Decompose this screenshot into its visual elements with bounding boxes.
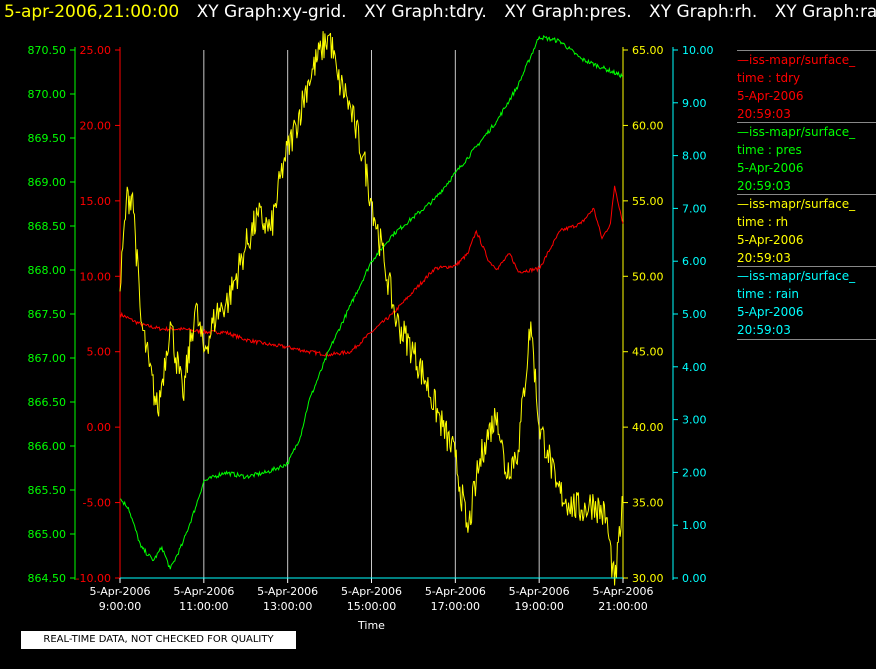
series-pres-line	[119, 34, 623, 570]
pres-axis-tick-label: 867.50	[28, 308, 67, 321]
rain-axis-tick-label: 4.00	[682, 361, 707, 374]
legend-variable: time : rh	[737, 215, 789, 229]
legend-variable: time : tdry	[737, 71, 801, 85]
tdry-axis-tick-label: -10.00	[76, 572, 111, 585]
legend-time: 20:59:03	[737, 179, 791, 193]
title-timestamp: 5-apr-2006,21:00:00	[4, 2, 180, 22]
legend-source: —iss-mapr/surface_	[737, 197, 856, 211]
time-axis-tick-time: 11:00:00	[179, 600, 228, 613]
time-axis-tick-date: 5-Apr-2006	[173, 585, 234, 598]
rain-axis-tick-label: 3.00	[682, 414, 707, 427]
rain-axis-tick-label: 7.00	[682, 202, 707, 215]
pres-axis-tick-label: 866.50	[28, 396, 67, 409]
rh-axis-tick-label: 60.00	[632, 119, 664, 132]
legend-variable: time : rain	[737, 287, 800, 301]
tdry-axis-tick-label: 10.00	[80, 270, 112, 283]
rh-axis-tick-label: 30.00	[632, 572, 664, 585]
pres-axis-tick-label: 870.50	[28, 44, 67, 57]
title-bar: 5-apr-2006,21:00:00 XY Graph:xy-grid. XY…	[4, 2, 876, 22]
pres-axis-tick-label: 866.00	[28, 440, 67, 453]
pres-axis-tick-label: 867.00	[28, 352, 67, 365]
rh-axis-tick-label: 35.00	[632, 497, 664, 510]
time-axis-tick-time: 17:00:00	[431, 600, 480, 613]
time-axis-tick-date: 5-Apr-2006	[89, 585, 150, 598]
title-graph-rain: XY Graph:rain.	[774, 2, 876, 22]
quality-disclaimer: REAL-TIME DATA, NOT CHECKED FOR QUALITY	[21, 631, 296, 649]
rain-axis-tick-label: 9.00	[682, 97, 707, 110]
pres-axis-tick-label: 865.00	[28, 528, 67, 541]
rain-axis-tick-label: 1.00	[682, 519, 707, 532]
tdry-axis-tick-label: 20.00	[80, 119, 112, 132]
series-tdry-line	[119, 185, 624, 357]
legend-date: 5-Apr-2006	[737, 233, 804, 247]
rain-axis-tick-label: 2.00	[682, 466, 707, 479]
rain-axis-tick-label: 10.00	[682, 44, 714, 57]
series-rh-line	[119, 31, 624, 586]
legend-entry-rh: —iss-mapr/surface_ time : rh 5-Apr-2006 …	[737, 194, 876, 267]
pres-axis-tick-label: 864.50	[28, 572, 67, 585]
rh-axis-tick-label: 55.00	[632, 195, 664, 208]
rain-axis-tick-label: 8.00	[682, 150, 707, 163]
rain-axis-tick-label: 5.00	[682, 308, 707, 321]
legend-entry-tdry: —iss-mapr/surface_ time : tdry 5-Apr-200…	[737, 50, 876, 123]
pres-axis-tick-label: 869.00	[28, 176, 67, 189]
legend-entry-pres: —iss-mapr/surface_ time : pres 5-Apr-200…	[737, 122, 876, 195]
legend-time: 20:59:03	[737, 107, 791, 121]
time-axis-tick-time: 15:00:00	[347, 600, 396, 613]
legend-time: 20:59:03	[737, 323, 791, 337]
legend-date: 5-Apr-2006	[737, 305, 804, 319]
rh-axis-tick-label: 45.00	[632, 346, 664, 359]
time-axis-tick-date: 5-Apr-2006	[592, 585, 653, 598]
title-graph-tdry: XY Graph:tdry.	[364, 2, 487, 22]
legend-source: —iss-mapr/surface_	[737, 269, 856, 283]
legend-source: —iss-mapr/surface_	[737, 53, 856, 67]
pres-axis-tick-label: 865.50	[28, 484, 67, 497]
rh-axis-tick-label: 65.00	[632, 44, 664, 57]
title-graph-xy-grid: XY Graph:xy-grid.	[196, 2, 347, 22]
time-axis-tick-time: 13:00:00	[263, 600, 312, 613]
legend-time: 20:59:03	[737, 251, 791, 265]
time-axis-tick-date: 5-Apr-2006	[509, 585, 570, 598]
legend-entry-rain: —iss-mapr/surface_ time : rain 5-Apr-200…	[737, 266, 876, 340]
legend-date: 5-Apr-2006	[737, 161, 804, 175]
legend-source: —iss-mapr/surface_	[737, 125, 856, 139]
legend-variable: time : pres	[737, 143, 802, 157]
rain-axis-tick-label: 0.00	[682, 572, 707, 585]
tdry-axis-tick-label: 0.00	[87, 421, 112, 434]
tdry-axis-tick-label: 5.00	[87, 346, 112, 359]
rh-axis-tick-label: 50.00	[632, 270, 664, 283]
tdry-axis-tick-label: 15.00	[80, 195, 112, 208]
title-graph-rh: XY Graph:rh.	[649, 2, 758, 22]
time-axis-tick-date: 5-Apr-2006	[425, 585, 486, 598]
time-axis-tick-date: 5-Apr-2006	[257, 585, 318, 598]
rh-axis-tick-label: 40.00	[632, 421, 664, 434]
rain-axis-tick-label: 6.00	[682, 255, 707, 268]
pres-axis-tick-label: 868.00	[28, 264, 67, 277]
pres-axis-tick-label: 869.50	[28, 132, 67, 145]
time-axis-tick-time: 21:00:00	[598, 600, 647, 613]
x-axis-label: Time	[357, 619, 385, 632]
pres-axis-tick-label: 870.00	[28, 88, 67, 101]
time-axis-tick-date: 5-Apr-2006	[341, 585, 402, 598]
tdry-axis-tick-label: 25.00	[80, 44, 112, 57]
time-axis-tick-time: 9:00:00	[99, 600, 141, 613]
time-axis-tick-time: 19:00:00	[514, 600, 563, 613]
title-graph-pres: XY Graph:pres.	[504, 2, 632, 22]
tdry-axis-tick-label: -5.00	[83, 497, 111, 510]
pres-axis-tick-label: 868.50	[28, 220, 67, 233]
legend-date: 5-Apr-2006	[737, 89, 804, 103]
